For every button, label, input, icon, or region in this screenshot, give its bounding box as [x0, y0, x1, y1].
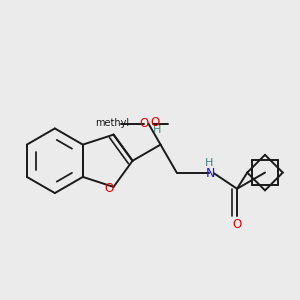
Text: H: H — [153, 125, 161, 135]
Text: N: N — [206, 167, 215, 180]
Text: O: O — [232, 218, 242, 231]
Text: O: O — [105, 182, 114, 195]
Text: O: O — [139, 117, 148, 130]
Text: O: O — [150, 116, 160, 129]
Text: H: H — [205, 158, 213, 168]
Text: methyl: methyl — [95, 118, 129, 128]
